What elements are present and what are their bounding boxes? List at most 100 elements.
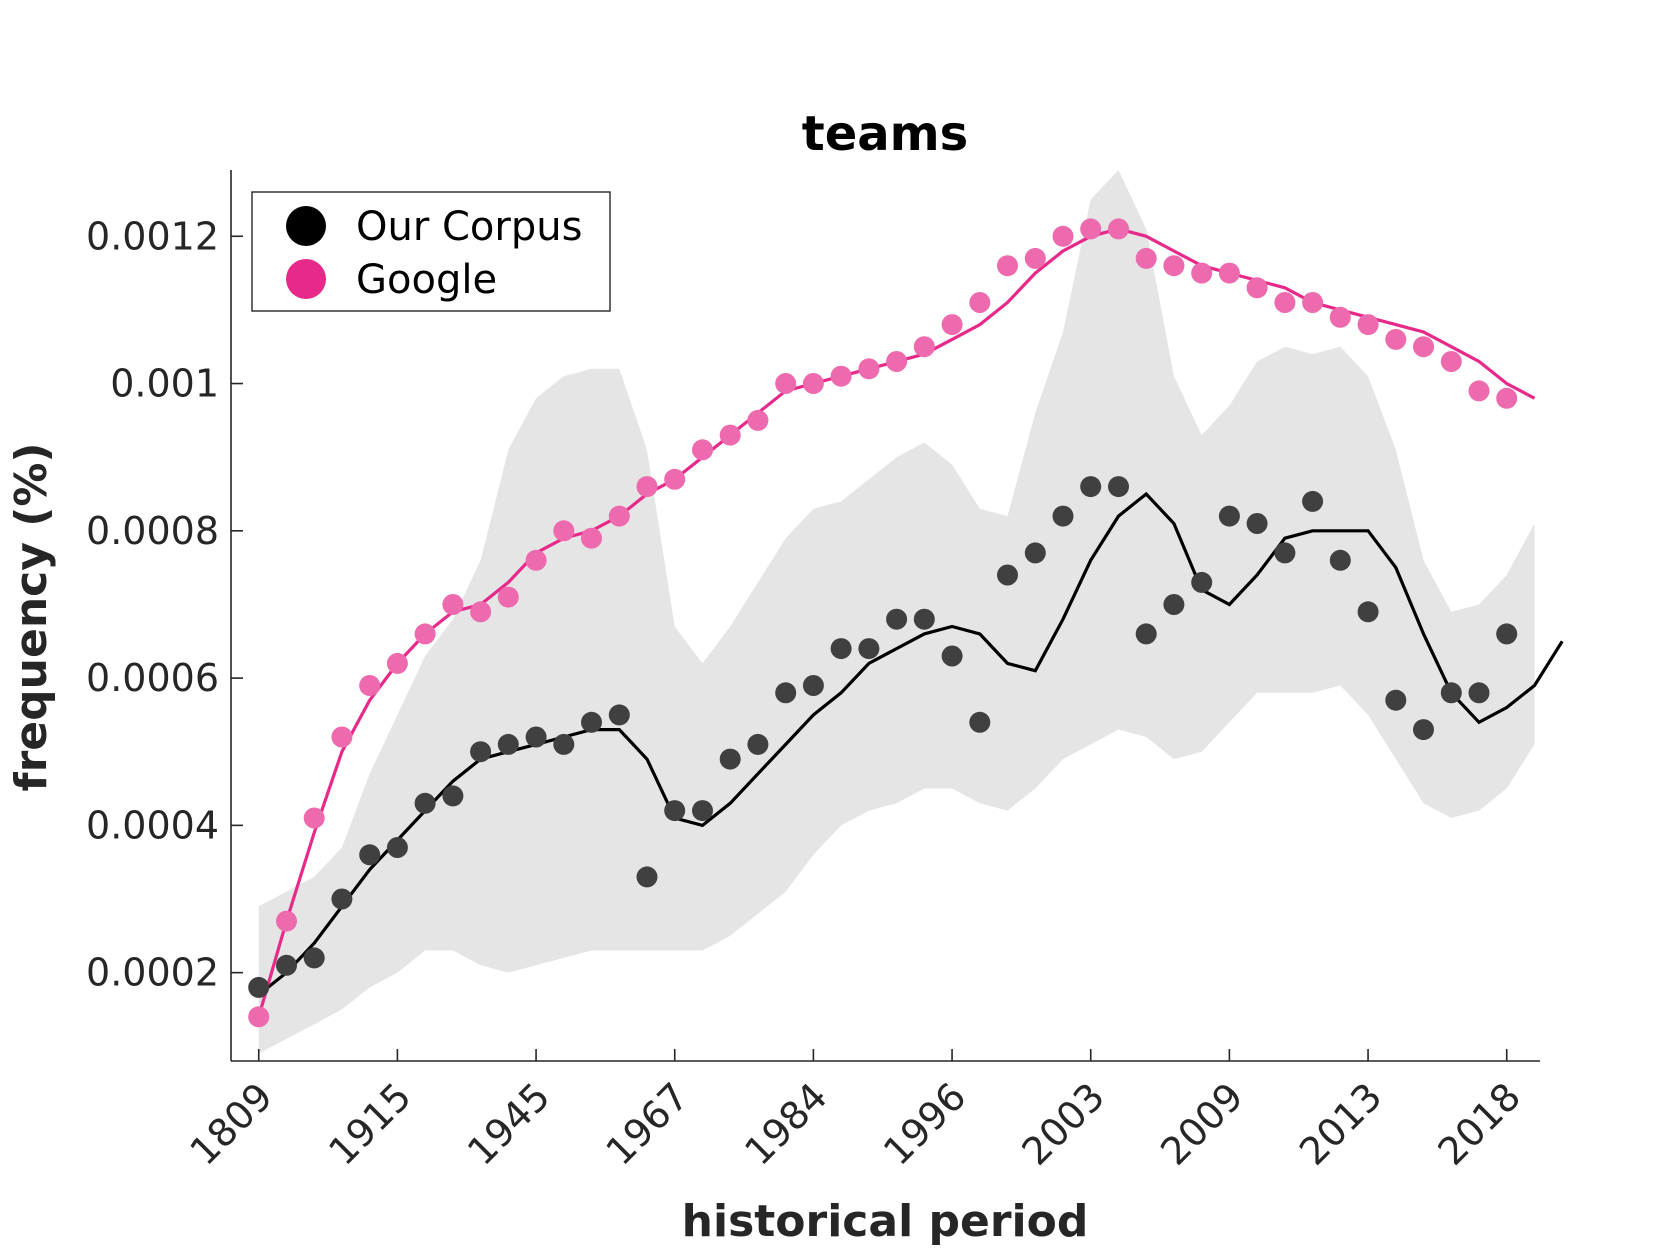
legend-label-our-corpus: Our Corpus bbox=[356, 204, 582, 250]
corpus-point bbox=[1385, 689, 1407, 711]
google-point bbox=[1440, 351, 1462, 372]
corpus-point bbox=[414, 792, 436, 814]
corpus-point bbox=[386, 837, 408, 858]
corpus-points bbox=[248, 476, 1518, 998]
corpus-point bbox=[331, 888, 353, 910]
corpus-point bbox=[802, 675, 824, 696]
x-tick-label: 2003 bbox=[1014, 1074, 1114, 1174]
corpus-point bbox=[1024, 542, 1046, 564]
google-point bbox=[608, 505, 630, 527]
corpus-point bbox=[747, 733, 769, 755]
corpus-point bbox=[525, 726, 547, 748]
corpus-point bbox=[1302, 490, 1324, 512]
google-point bbox=[1191, 262, 1213, 284]
corpus-point bbox=[1108, 476, 1129, 498]
google-point bbox=[248, 1006, 270, 1028]
google-point bbox=[553, 520, 575, 542]
x-tick-label: 1984 bbox=[736, 1074, 836, 1174]
y-tick-label: 0.0006 bbox=[86, 656, 219, 700]
google-point bbox=[442, 594, 464, 615]
corpus-point bbox=[1163, 594, 1185, 615]
google-point bbox=[386, 652, 408, 674]
google-point bbox=[969, 292, 991, 313]
google-point bbox=[276, 910, 297, 932]
corpus-point bbox=[1468, 682, 1490, 704]
legend-marker-google bbox=[286, 259, 326, 299]
corpus-point bbox=[497, 733, 519, 755]
y-tick-label: 0.001 bbox=[110, 362, 219, 406]
corpus-point bbox=[581, 711, 602, 733]
google-point bbox=[775, 373, 797, 394]
legend: Our Corpus Google bbox=[251, 191, 611, 312]
google-point bbox=[1385, 328, 1407, 350]
corpus-point bbox=[775, 682, 797, 704]
google-point bbox=[997, 255, 1018, 277]
google-point bbox=[1024, 247, 1046, 269]
google-point bbox=[858, 358, 880, 380]
chart-title: teams bbox=[802, 106, 968, 162]
corpus-point bbox=[1413, 719, 1434, 741]
google-point bbox=[886, 351, 908, 372]
google-point bbox=[303, 807, 325, 829]
corpus-point bbox=[969, 711, 991, 733]
corpus-point bbox=[553, 733, 575, 755]
corpus-point bbox=[636, 866, 658, 888]
corpus-trend-line bbox=[257, 491, 1564, 996]
google-point bbox=[802, 373, 824, 394]
corpus-point bbox=[858, 638, 880, 660]
y-tick-label: 0.0008 bbox=[86, 509, 219, 553]
google-point bbox=[1357, 314, 1379, 336]
y-axis-title: frequency (%) bbox=[6, 442, 57, 791]
x-ticks: 1809 1915 1945 1967 1984 1996 2003 2009 2013 2018 bbox=[182, 1049, 1530, 1174]
google-points bbox=[248, 218, 1518, 1028]
google-point bbox=[1302, 292, 1324, 313]
google-point bbox=[1274, 292, 1296, 313]
x-tick-label: 2018 bbox=[1430, 1074, 1530, 1174]
corpus-point bbox=[997, 564, 1018, 586]
x-tick-label: 1996 bbox=[875, 1074, 975, 1174]
google-point bbox=[1135, 247, 1157, 269]
corpus-point bbox=[692, 800, 713, 822]
google-point bbox=[1218, 262, 1240, 284]
corpus-point bbox=[1080, 476, 1102, 498]
google-point bbox=[1052, 225, 1074, 247]
google-point bbox=[1496, 387, 1518, 409]
x-tick-label: 2009 bbox=[1152, 1074, 1252, 1174]
legend-label-google: Google bbox=[356, 257, 497, 303]
y-tick-label: 0.0004 bbox=[86, 803, 219, 847]
google-point bbox=[636, 476, 658, 498]
google-point bbox=[692, 439, 713, 461]
corpus-point bbox=[276, 954, 297, 976]
google-point bbox=[581, 527, 602, 549]
corpus-point bbox=[359, 844, 381, 866]
y-tick-label: 0.0002 bbox=[86, 951, 219, 995]
google-point bbox=[1468, 380, 1490, 402]
corpus-point bbox=[1357, 601, 1379, 623]
plot-area bbox=[248, 170, 1564, 1054]
google-point bbox=[497, 586, 519, 608]
corpus-point bbox=[442, 785, 464, 807]
corpus-point bbox=[830, 638, 852, 660]
x-tick-label: 1915 bbox=[320, 1074, 420, 1174]
google-point bbox=[719, 424, 741, 446]
y-ticks: 0.0002 0.0004 0.0006 0.0008 0.001 0.0012 bbox=[86, 214, 243, 995]
corpus-point bbox=[1440, 682, 1462, 704]
legend-marker-our-corpus bbox=[286, 206, 326, 246]
google-point bbox=[941, 314, 963, 336]
google-point bbox=[359, 675, 381, 696]
google-point bbox=[1108, 218, 1129, 240]
corpus-point bbox=[941, 645, 963, 667]
corpus-point bbox=[1191, 571, 1213, 593]
corpus-point bbox=[913, 608, 935, 630]
corpus-point bbox=[1274, 542, 1296, 564]
google-point bbox=[331, 726, 353, 748]
google-point bbox=[1246, 277, 1268, 299]
x-tick-label: 1945 bbox=[459, 1074, 559, 1174]
corpus-point bbox=[1496, 623, 1518, 645]
x-tick-label: 2013 bbox=[1291, 1074, 1391, 1174]
corpus-point bbox=[1218, 505, 1240, 527]
x-axis-title: historical period bbox=[682, 1196, 1089, 1247]
google-point bbox=[1080, 218, 1102, 240]
google-point bbox=[414, 623, 436, 645]
